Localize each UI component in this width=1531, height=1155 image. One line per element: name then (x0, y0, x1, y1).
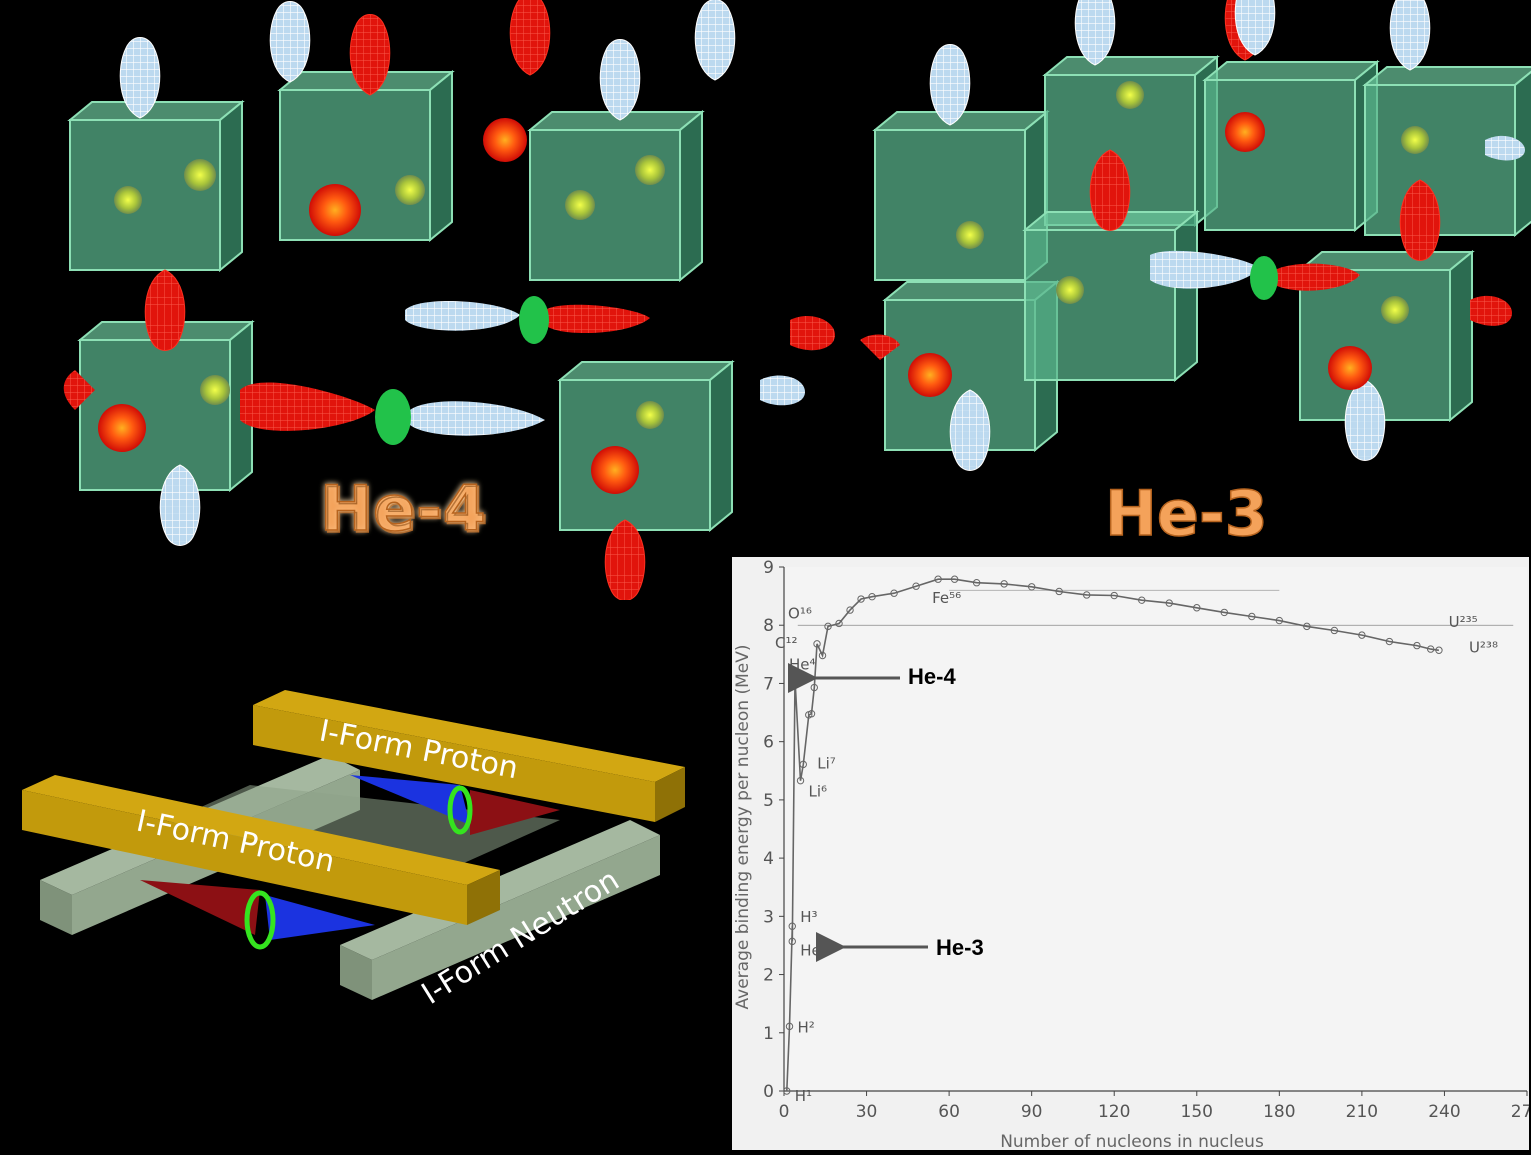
point-label: He³ (800, 941, 827, 959)
binding-energy-chart: 0 30 60 90 120 150 180 210 240 270 0 1 2 3 4 5 6 7 8 9 Numbe… (732, 557, 1529, 1150)
y-tick-label: 6 (763, 733, 774, 753)
y-tick-label: 4 (763, 849, 774, 869)
y-tick-label: 9 (763, 558, 774, 578)
x-tick-label: 150 (1181, 1102, 1213, 1122)
y-tick-label: 1 (763, 1024, 774, 1044)
y-tick-label: 3 (763, 907, 774, 927)
he3-title: He-3 (1105, 477, 1268, 550)
point-label: U²³⁸ (1469, 638, 1498, 656)
x-tick-label: 210 (1346, 1102, 1378, 1122)
x-tick-label: 180 (1263, 1102, 1295, 1122)
x-tick-label: 30 (856, 1102, 878, 1122)
point-label: Fe⁵⁶ (932, 589, 961, 607)
point-label: H³ (800, 908, 817, 926)
y-tick-label: 8 (763, 616, 774, 636)
point-label: H² (798, 1018, 815, 1036)
i-form-diagram: I-Form Proton I-Form Proton I-Form Neutr… (0, 595, 720, 1155)
he4-arrow-label: He-4 (908, 664, 956, 690)
y-tick-label: 7 (763, 674, 774, 694)
point-label: Li⁶ (809, 783, 828, 801)
y-tick-label: 0 (763, 1082, 774, 1102)
x-tick-label: 240 (1428, 1102, 1460, 1122)
he4-title: He-4 (320, 472, 487, 545)
x-tick-label: 90 (1021, 1102, 1043, 1122)
y-tick-label: 5 (763, 791, 774, 811)
y-tick-label: 2 (763, 966, 774, 986)
binding-energy-chart-panel: 0 30 60 90 120 150 180 210 240 270 0 1 2 3 4 5 6 7 8 9 Numbe… (732, 557, 1529, 1150)
point-label: He⁴ (789, 655, 816, 673)
point-label: C¹² (775, 634, 798, 652)
point-label: O¹⁶ (788, 604, 812, 622)
x-tick-label: 60 (938, 1102, 960, 1122)
point-label: Li⁷ (817, 754, 836, 772)
point-label: U²³⁵ (1449, 613, 1478, 631)
helium-structure-illustration: He-4 (0, 0, 1531, 600)
x-axis-label: Number of nucleons in nucleus (1000, 1132, 1264, 1150)
x-tick-label: 0 (779, 1102, 790, 1122)
x-tick-label: 270 (1511, 1102, 1529, 1122)
y-axis-label: Average binding energy per nucleon (MeV) (733, 645, 753, 1010)
he3-arrow-label: He-3 (936, 935, 984, 961)
x-tick-label: 120 (1098, 1102, 1130, 1122)
he3-model (860, 0, 1531, 471)
point-label: H¹ (795, 1087, 812, 1105)
